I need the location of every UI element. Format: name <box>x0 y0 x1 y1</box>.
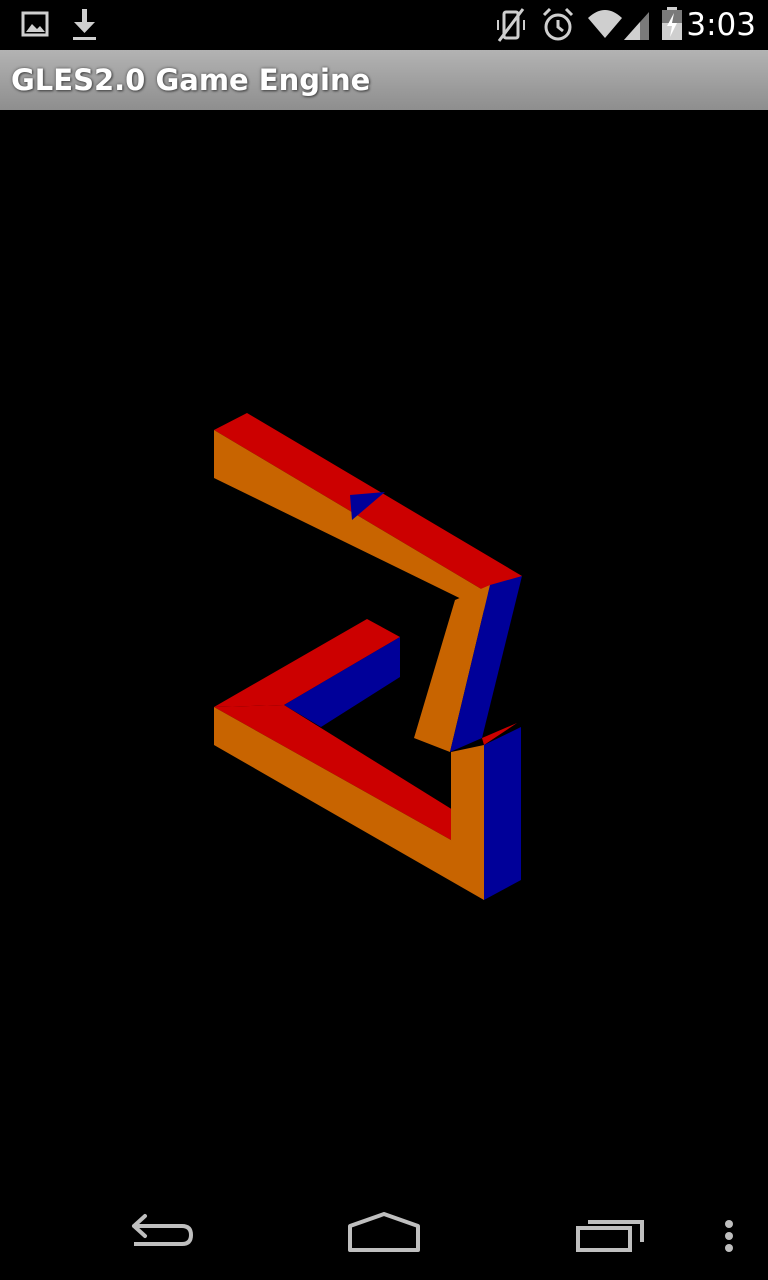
alarm-icon <box>542 7 574 41</box>
status-bar: 3:03 <box>0 0 768 50</box>
gl-render-surface[interactable] <box>0 110 768 1190</box>
wifi-icon <box>588 10 622 38</box>
right-arm-front-face <box>414 585 490 752</box>
recent-apps-button[interactable] <box>570 1190 650 1280</box>
cell-signal-icon <box>624 12 649 40</box>
right-arm-side-face <box>450 576 522 752</box>
navigation-bar <box>0 1190 768 1280</box>
left-arm-inner-face <box>284 637 400 727</box>
vibrate-mute-icon <box>497 8 525 42</box>
corner-side-face <box>484 727 521 900</box>
action-bar: GLES2.0 Game Engine <box>0 50 768 110</box>
left-arm-top-face <box>214 619 400 707</box>
impossible-triangle-shape <box>214 413 522 900</box>
back-button[interactable] <box>120 1190 200 1280</box>
gallery-icon <box>21 11 49 37</box>
overflow-menu-button[interactable] <box>710 1190 750 1280</box>
bottom-arm-front-face <box>214 707 484 900</box>
top-arm-seam <box>350 492 385 520</box>
corner-front-face <box>451 745 484 900</box>
home-button[interactable] <box>344 1190 424 1280</box>
app-title: GLES2.0 Game Engine <box>11 63 371 97</box>
bottom-arm-top-face <box>214 705 453 840</box>
download-icon <box>73 9 96 40</box>
clock: 3:03 <box>686 7 756 43</box>
corner-top-face <box>482 723 517 745</box>
battery-charging-icon <box>662 7 682 40</box>
top-arm-front-face <box>214 430 488 612</box>
